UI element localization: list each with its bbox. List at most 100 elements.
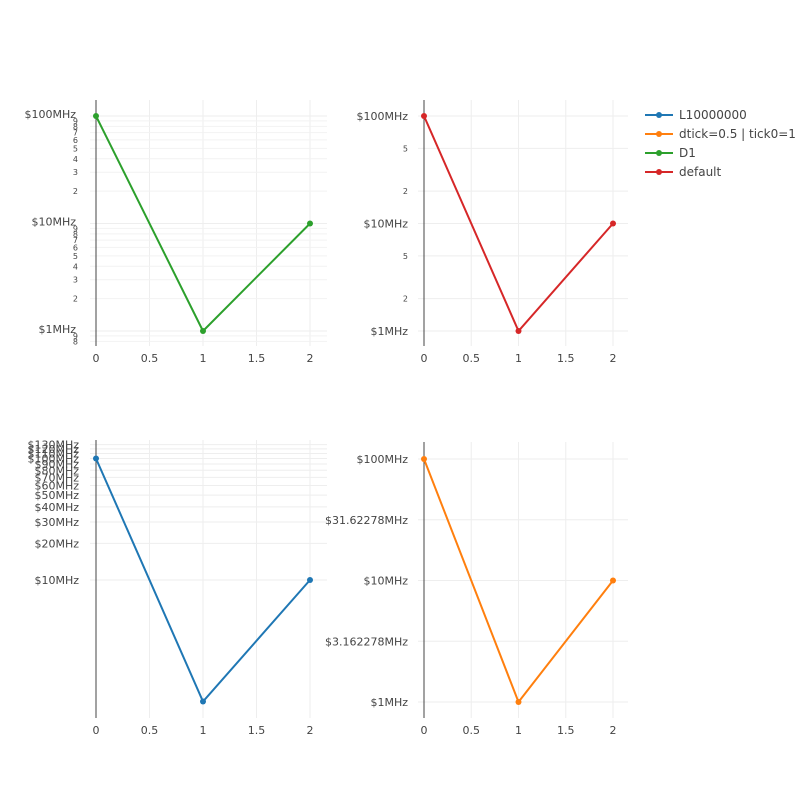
legend-label: dtick=0.5 | tick0=1: [679, 127, 796, 141]
y-tick-label: $20MHz: [34, 537, 79, 550]
y-tick-label: $1MHz: [38, 323, 76, 336]
y-tick-label: $30MHz: [34, 516, 79, 529]
y-minor-tick-label: 9: [73, 332, 78, 341]
y-minor-tick-label: 5: [403, 144, 408, 153]
data-point: [93, 113, 99, 119]
x-tick-label: 0.5: [463, 724, 481, 737]
y-tick-label: $3.162278MHz: [325, 635, 408, 648]
y-minor-tick-label: 8: [73, 230, 78, 239]
legend-marker-swatch: [656, 112, 662, 118]
y-tick-label: $10MHz: [34, 574, 79, 587]
y-tick-label: $60MHz: [34, 479, 79, 492]
grid-lines: [418, 442, 628, 718]
data-point: [200, 698, 206, 705]
y-minor-tick-label: 9: [73, 117, 78, 126]
y-minor-tick-label: 2: [73, 187, 78, 196]
y-minor-tick-label: 9: [73, 224, 78, 233]
x-tick-label: 1.5: [248, 352, 266, 365]
x-tick-label: 1: [515, 724, 522, 737]
data-point: [515, 328, 522, 334]
y-minor-tick-label: 2: [403, 295, 408, 304]
x-tick-label: 2: [610, 352, 617, 365]
x-tick-label: 1.5: [557, 724, 575, 737]
legend-marker-swatch: [656, 150, 662, 156]
legend-item[interactable]: dtick=0.5 | tick0=1: [645, 127, 796, 141]
data-point: [610, 577, 616, 584]
legend-marker-swatch: [656, 169, 662, 175]
x-tick-label: 2: [307, 724, 314, 737]
y-tick-label: $90MHz: [34, 458, 79, 471]
legend-label: L10000000: [679, 108, 747, 122]
y-tick-label: $31.62278MHz: [325, 514, 408, 527]
y-tick-label: $1MHz: [370, 325, 408, 338]
legend-label: D1: [679, 146, 696, 160]
x-tick-label: 0: [93, 724, 100, 737]
subplot-2: 2 5 2 5 $1MHz $10MHz $100MHz 0 0.5 1 1.5 2: [356, 100, 628, 365]
x-tick-label: 0: [93, 352, 100, 365]
y-minor-tick-label: 6: [73, 136, 78, 145]
y-tick-label: $80MHz: [34, 464, 79, 477]
x-tick-label: 0.5: [141, 352, 159, 365]
x-tick-label: 1: [200, 352, 207, 365]
data-point: [307, 220, 313, 227]
y-minor-tick-label: 3: [73, 276, 78, 285]
grid-lines: [90, 100, 327, 346]
y-tick-label: $50MHz: [34, 489, 79, 502]
y-minor-tick-label: 4: [73, 155, 78, 164]
legend-label: default: [679, 165, 722, 179]
x-tick-label: 1.5: [248, 724, 266, 737]
y-tick-label: $10MHz: [31, 216, 76, 229]
x-tick-label: 1.5: [557, 352, 575, 365]
y-tick-label: $1MHz: [370, 696, 408, 709]
legend-item[interactable]: D1: [645, 146, 696, 160]
y-minor-tick-label: 3: [73, 168, 78, 177]
x-tick-label: 1: [200, 724, 207, 737]
x-tick-label: 2: [610, 724, 617, 737]
y-minor-tick-label: 7: [73, 129, 78, 138]
y-tick-label: $120MHz: [27, 443, 79, 456]
y-minor-tick-label: 8: [73, 122, 78, 131]
y-tick-label: $10MHz: [363, 218, 408, 231]
y-tick-label: $70MHz: [34, 471, 79, 484]
y-minor-tick-label: 4: [73, 262, 78, 271]
data-point: [307, 577, 313, 583]
legend-item[interactable]: default: [645, 165, 722, 179]
data-point: [93, 455, 99, 462]
x-tick-label: 0: [421, 724, 428, 737]
x-tick-label: 0: [421, 352, 428, 365]
y-minor-tick-label: 5: [403, 252, 408, 261]
data-point: [421, 456, 427, 462]
y-tick-label: $10MHz: [363, 575, 408, 588]
subplot-3: $10MHz $20MHz $30MHz $40MHz$50MHz$60MHz$70M…: [27, 439, 327, 737]
x-tick-label: 2: [307, 352, 314, 365]
data-point: [200, 328, 206, 334]
legend-marker-swatch: [656, 131, 662, 137]
x-tick-label: 1: [515, 352, 522, 365]
data-point: [515, 699, 522, 705]
grid-lines: [418, 100, 628, 346]
y-tick-label: $100MHz: [27, 453, 79, 466]
y-tick-label: $110MHz: [27, 447, 79, 460]
data-point: [421, 113, 427, 119]
y-tick-label: $100MHz: [356, 110, 408, 123]
subplot-4: $1MHz $3.162278MHz $10MHz $31.62278MHz $100M…: [325, 442, 628, 737]
y-tick-label: $100MHz: [356, 453, 408, 466]
x-tick-label: 0.5: [141, 724, 159, 737]
legend-item[interactable]: L10000000: [645, 108, 747, 122]
y-minor-tick-label: 8: [73, 337, 78, 346]
y-tick-label: $130MHz: [27, 439, 79, 452]
y-minor-tick-label: 5: [73, 252, 78, 261]
y-minor-tick-label: 6: [73, 243, 78, 252]
x-tick-label: 0.5: [463, 352, 481, 365]
data-point: [610, 220, 616, 227]
grid-lines: [90, 440, 327, 718]
legend: L10000000 dtick=0.5 | tick0=1 D1 default: [645, 108, 796, 179]
y-tick-label: $40MHz: [34, 501, 79, 514]
y-minor-tick-label: 2: [73, 295, 78, 304]
y-tick-label: $100MHz: [24, 108, 76, 121]
y-minor-tick-label: 5: [73, 144, 78, 153]
minor-grid-lines: [90, 120, 327, 342]
y-minor-tick-label: 7: [73, 236, 78, 245]
